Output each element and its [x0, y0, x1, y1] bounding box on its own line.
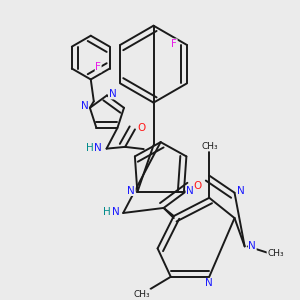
Text: N: N [109, 89, 116, 99]
Text: H: H [86, 143, 94, 153]
Text: N: N [248, 242, 256, 251]
Text: CH₃: CH₃ [134, 290, 150, 299]
Text: CH₃: CH₃ [267, 249, 284, 258]
Text: N: N [128, 185, 135, 196]
Text: N: N [112, 207, 119, 217]
Text: F: F [95, 62, 101, 72]
Text: O: O [194, 181, 202, 191]
Text: N: N [237, 186, 245, 196]
Text: H: H [103, 207, 111, 217]
Text: F: F [171, 39, 177, 49]
Text: N: N [80, 101, 88, 111]
Text: O: O [137, 123, 145, 133]
Text: N: N [186, 185, 194, 196]
Text: CH₃: CH₃ [202, 142, 218, 151]
Text: N: N [206, 278, 213, 289]
Text: N: N [94, 143, 102, 153]
